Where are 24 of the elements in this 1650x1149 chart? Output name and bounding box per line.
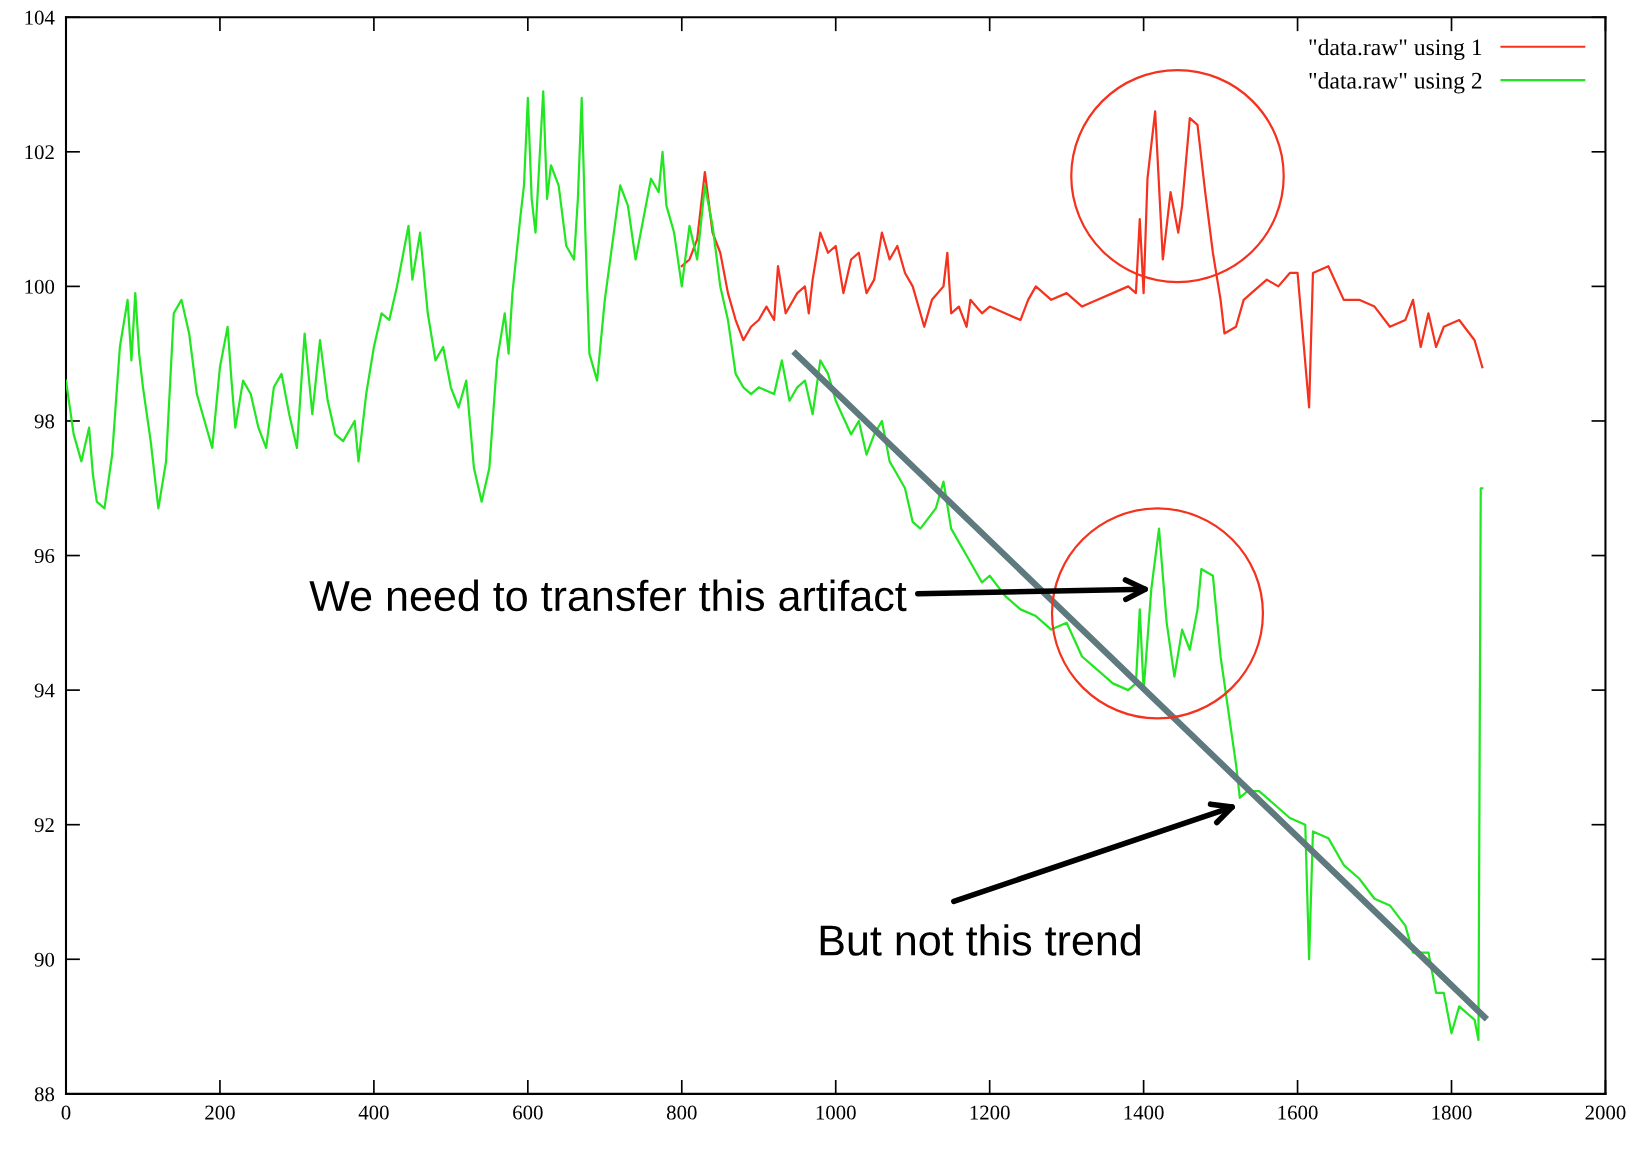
x-tick-label: 200 — [205, 1105, 235, 1120]
legend-label: "data.raw" using 1 — [1309, 38, 1482, 61]
x-tick-label: 1000 — [816, 1105, 856, 1120]
x-tick-label: 800 — [666, 1105, 697, 1120]
x-tick-label: 1400 — [1124, 1105, 1164, 1120]
x-tick-label: 1200 — [970, 1105, 1010, 1120]
y-tick-label: 88 — [34, 1087, 55, 1102]
y-tick-label: 102 — [25, 145, 54, 160]
y-tick-label: 104 — [25, 10, 55, 25]
y-tick-label: 94 — [34, 683, 55, 698]
legend-label: "data.raw" using 2 — [1309, 72, 1482, 94]
annotation: We need to transfer this artifact — [309, 579, 907, 612]
y-tick-label: 90 — [34, 952, 55, 967]
x-tick-label: 2000 — [1585, 1105, 1626, 1120]
y-tick-label: 100 — [25, 279, 55, 294]
x-tick-label: 1600 — [1278, 1105, 1318, 1120]
y-tick-label: 92 — [34, 818, 54, 833]
x-tick-label: 400 — [358, 1105, 389, 1120]
x-tick-label: 0 — [61, 1105, 71, 1120]
y-tick-label: 96 — [34, 548, 55, 563]
x-tick-label: 600 — [513, 1105, 543, 1120]
y-tick-label: 98 — [34, 414, 55, 429]
x-tick-label: 1800 — [1432, 1105, 1472, 1120]
annotation: But not this trend — [820, 924, 1140, 956]
